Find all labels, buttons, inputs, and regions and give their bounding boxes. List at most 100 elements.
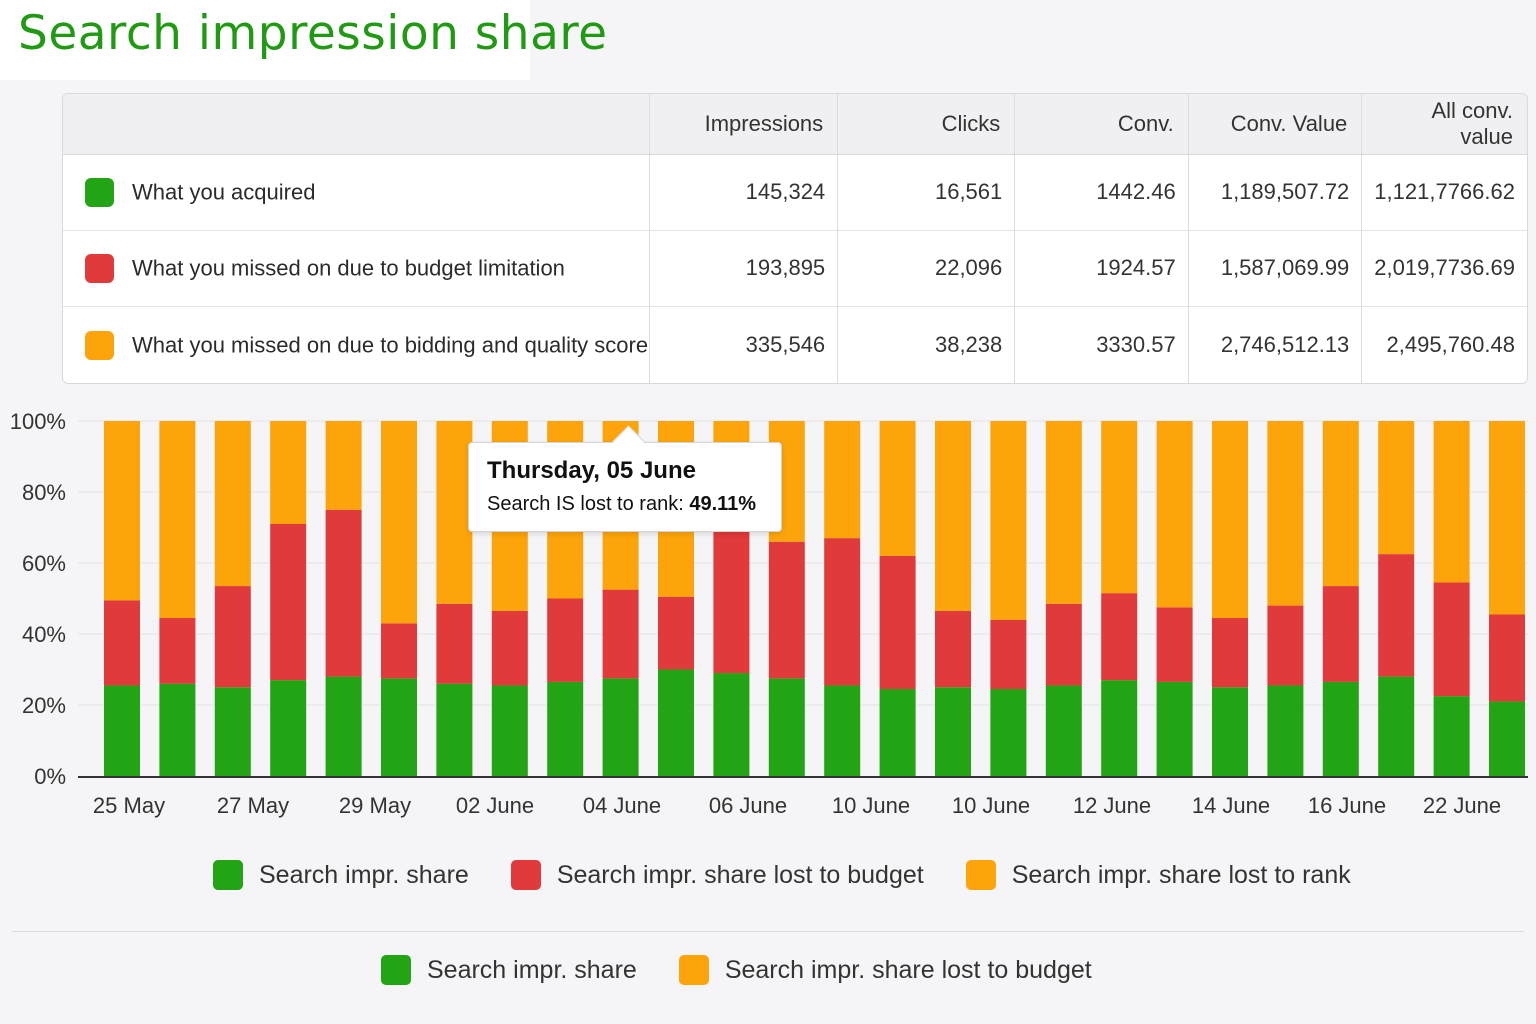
bar-segment	[1489, 701, 1525, 776]
y-tick-label: 100%	[10, 409, 66, 434]
legend-item[interactable]: Search impr. share	[213, 860, 469, 890]
x-tick-label: 29 May	[339, 793, 411, 818]
x-tick-label: 16 June	[1308, 793, 1386, 818]
cell-impressions: 193,895	[649, 229, 839, 307]
tooltip-line: Search IS lost to rank: 49.11%	[487, 493, 757, 515]
bar-segment	[1322, 586, 1359, 682]
bar-segment	[1156, 421, 1193, 608]
bar-segment	[159, 618, 196, 684]
cell-conv-value: 1,189,507.72	[1188, 154, 1363, 231]
bar-segment	[1267, 685, 1304, 776]
bar-segment	[1045, 685, 1082, 776]
red-swatch-icon	[85, 253, 114, 283]
bar-segment	[104, 421, 140, 601]
header-conv-value: Conv. Value	[1188, 94, 1363, 155]
bar-segment	[1212, 421, 1248, 619]
bar-segment	[270, 680, 307, 776]
x-tick-label: 10 June	[952, 793, 1030, 818]
y-tick-label: 20%	[22, 693, 66, 718]
legend-item[interactable]: Search impr. share lost to rank	[965, 860, 1351, 890]
cell-conv-value: 2,746,512.13	[1188, 306, 1363, 383]
cell-clicks: 38,238	[837, 306, 1016, 383]
bar-segment	[270, 421, 307, 524]
bar-segment	[325, 676, 362, 776]
header-impressions: Impressions	[649, 94, 839, 155]
bar-segment	[159, 683, 196, 776]
cell-conv-value: 1,587,069.99	[1188, 229, 1363, 307]
bar-segment	[768, 541, 805, 679]
x-tick-label: 10 June	[832, 793, 910, 818]
bar-segment	[104, 685, 140, 776]
bar-segment	[879, 555, 916, 690]
bar-segment	[713, 673, 750, 776]
divider	[12, 931, 1524, 932]
bar-segment	[1045, 421, 1082, 604]
bar-segment	[214, 421, 251, 587]
bar-segment	[1212, 687, 1248, 776]
cell-impressions: 335,546	[649, 306, 839, 383]
chart-legend: Search impr. share Search impr. share lo…	[213, 860, 1393, 890]
bar-segment	[768, 678, 805, 776]
y-tick-label: 0%	[34, 764, 66, 789]
bar-segment	[824, 421, 861, 539]
x-tick-label: 25 May	[93, 793, 165, 818]
bar-segment	[1267, 605, 1304, 686]
bar-segment	[381, 623, 417, 679]
bar-segment	[1322, 681, 1359, 776]
bar-segment	[658, 596, 694, 670]
legend-item[interactable]: Search impr. share	[381, 955, 637, 985]
bar-segment	[1045, 603, 1082, 686]
bar-segment	[381, 678, 417, 776]
green-swatch-icon	[213, 860, 243, 890]
bar-segment	[658, 669, 694, 776]
bar-segment	[1378, 554, 1415, 677]
bar-segment	[1267, 421, 1304, 606]
bar-segment	[602, 589, 639, 679]
bar-segment	[1212, 618, 1248, 688]
x-tick-label: 14 June	[1192, 793, 1270, 818]
cell-clicks: 16,561	[837, 154, 1016, 231]
x-tick-label: 04 June	[583, 793, 661, 818]
header-all-conv-value: All conv. value	[1361, 94, 1527, 155]
bar-segment	[491, 610, 528, 686]
bar-segment	[990, 421, 1027, 620]
bar-segment	[104, 600, 140, 686]
page-title: Search impression share	[18, 6, 608, 61]
bar-segment	[990, 689, 1027, 776]
table-row: What you acquired 145,324 16,561 1442.46…	[63, 154, 1527, 231]
bar-segment	[1156, 607, 1193, 682]
legend-item[interactable]: Search impr. share lost to budget	[678, 955, 1092, 985]
bar-segment	[325, 421, 362, 510]
bar-segment	[1378, 421, 1415, 555]
bar-segment	[1433, 421, 1470, 583]
bar-segment	[381, 421, 417, 624]
title-box: Search impression share	[0, 0, 607, 80]
x-tick-label: 02 June	[456, 793, 534, 818]
bar-segment	[990, 619, 1027, 690]
tooltip-value: 49.11%	[689, 493, 757, 515]
bar-segment	[436, 683, 473, 776]
secondary-legend: Search impr. share Search impr. share lo…	[381, 955, 1134, 985]
x-tick-label: 06 June	[709, 793, 787, 818]
green-swatch-icon	[85, 177, 114, 207]
cell-clicks: 22,096	[837, 229, 1016, 307]
bar-segment	[713, 531, 750, 674]
cell-impressions: 145,324	[649, 154, 839, 231]
bar-segment	[1322, 421, 1359, 587]
row-label: What you missed on due to bidding and qu…	[63, 306, 651, 383]
bar-segment	[935, 421, 971, 611]
bar-segment	[214, 687, 251, 776]
row-label: What you missed on due to budget limitat…	[63, 229, 651, 307]
table-header-row: Impressions Clicks Conv. Conv. Value All…	[63, 94, 1527, 155]
bar-segment	[602, 678, 639, 776]
bar-segment	[1378, 676, 1415, 776]
legend-item[interactable]: Search impr. share lost to budget	[510, 860, 924, 890]
chart-tooltip: Thursday, 05 June Search IS lost to rank…	[468, 442, 782, 532]
bar-segment	[1489, 614, 1525, 702]
bar-segment	[270, 523, 307, 681]
cell-conv: 1442.46	[1014, 154, 1189, 231]
table-row: What you missed on due to bidding and qu…	[63, 306, 1527, 383]
bar-segment	[824, 538, 861, 686]
bar-segment	[325, 509, 362, 677]
header-clicks: Clicks	[837, 94, 1016, 155]
